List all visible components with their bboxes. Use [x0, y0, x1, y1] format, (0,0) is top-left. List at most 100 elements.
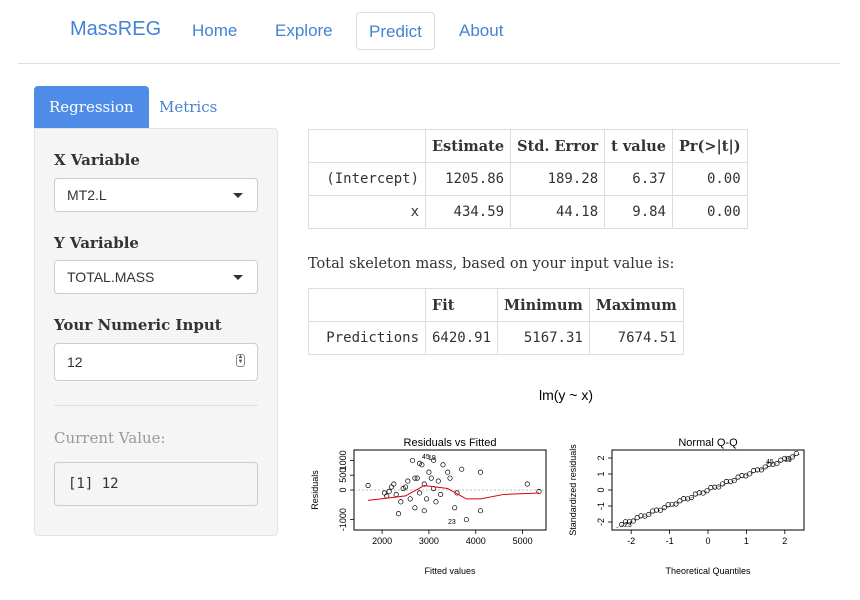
table-cell: 0.00	[671, 162, 748, 196]
sidebar-panel: X Variable MT2.L Y Variable TOTAL.MASS Y…	[34, 128, 278, 536]
y-tick-label: 0	[596, 487, 606, 492]
table-cell: 9.84	[604, 195, 673, 229]
nav-about[interactable]: About	[459, 21, 504, 40]
residual-point	[421, 508, 427, 514]
y-tick-label: 0	[338, 487, 348, 492]
qq-point	[665, 502, 671, 508]
tab-regression[interactable]: Regression	[34, 86, 149, 128]
predictions-table: Fit Minimum Maximum Predictions 6420.91 …	[308, 288, 684, 355]
table-cell: 434.59	[424, 195, 512, 229]
residuals-plot-title: Residuals vs Fitted	[404, 437, 497, 449]
qq-point	[638, 513, 644, 519]
residuals-x-label: Fitted values	[424, 566, 476, 576]
qq-point	[716, 484, 722, 490]
x-tick-label: 0	[705, 536, 710, 546]
numeric-input-label: Your Numeric Input	[54, 316, 222, 334]
residual-point	[426, 469, 432, 475]
qq-point	[731, 478, 737, 484]
nav-home[interactable]: Home	[192, 21, 238, 40]
qq-point	[719, 481, 726, 487]
residuals-plot: Residuals vs Fitted 2000 3000 4000 5000 -10…	[310, 437, 547, 576]
sidebar-divider	[54, 405, 258, 406]
x-tick-label: -2	[627, 536, 635, 546]
qq-point	[669, 501, 675, 508]
qq-point	[673, 501, 679, 507]
qq-point	[630, 518, 636, 524]
table-cell: 7674.51	[588, 321, 684, 355]
x-tick-label: 4000	[466, 536, 486, 546]
x-variable-select[interactable]: MT2.L	[54, 178, 258, 212]
residual-point	[433, 499, 439, 505]
residual-point	[438, 491, 444, 497]
nav-predict[interactable]: Predict	[356, 12, 435, 50]
plots-main-title: lm(y ~ x)	[539, 387, 593, 403]
brand-logo[interactable]: MassREG	[70, 18, 162, 40]
residual-point	[428, 475, 434, 481]
table-cell: 189.28	[510, 162, 606, 196]
residual-point	[417, 490, 423, 496]
qq-point	[622, 519, 629, 525]
qq-point	[747, 471, 753, 477]
y-tick-label: 1	[596, 471, 606, 476]
residual-point	[412, 475, 418, 481]
residuals-point-label: 19	[428, 455, 436, 462]
residuals-x-ticks: 2000 3000 4000 5000	[372, 530, 533, 546]
residual-point	[447, 475, 453, 481]
table-header-cell: Std. Error	[510, 129, 606, 163]
qq-point	[704, 488, 710, 494]
x-variable-value: MT2.L	[67, 187, 107, 203]
y-variable-select[interactable]: TOTAL.MASS	[54, 260, 258, 294]
residual-point	[395, 511, 402, 517]
residual-point	[409, 457, 416, 463]
table-cell: x	[308, 195, 426, 229]
table-cell: 6420.91	[424, 321, 499, 355]
table-header-cell: Estimate	[424, 129, 512, 163]
qq-point	[646, 511, 652, 518]
y-variable-value: TOTAL.MASS	[67, 269, 155, 285]
numeric-input-value: 12	[67, 354, 83, 370]
residual-point	[477, 469, 483, 475]
residual-point	[388, 484, 395, 490]
residual-point	[386, 488, 392, 495]
residuals-point-label: 23	[448, 519, 456, 526]
residual-point	[536, 488, 542, 495]
tab-metrics[interactable]: Metrics	[159, 98, 218, 116]
x-tick-label: 2	[782, 536, 787, 546]
residual-point	[398, 499, 404, 505]
y-tick-label: 2	[596, 455, 606, 460]
table-row: Predictions 6420.91 5167.31 7674.51	[308, 321, 684, 355]
table-header-cell	[308, 129, 426, 163]
table-header-row: Estimate Std. Error t value Pr(>|t|)	[308, 129, 748, 163]
numeric-input-field[interactable]: 12 ▲ ▼	[54, 343, 258, 381]
qq-x-label: Theoretical Quantiles	[665, 566, 751, 576]
qq-point	[661, 505, 667, 511]
x-tick-label: 5000	[513, 536, 533, 546]
x-tick-label: 3000	[419, 536, 439, 546]
table-header-cell: t value	[604, 129, 673, 163]
table-cell: Predictions	[308, 321, 426, 355]
qq-point	[751, 467, 757, 474]
nav-explore[interactable]: Explore	[275, 21, 333, 40]
residual-point	[421, 481, 427, 487]
qq-point	[657, 507, 663, 513]
spinner-arrows-icon[interactable]: ▲ ▼	[236, 354, 245, 367]
current-value-label: Current Value:	[54, 429, 166, 447]
qq-point	[634, 515, 640, 521]
residual-point	[424, 496, 430, 502]
residuals-smoother-line	[367, 485, 539, 501]
qq-point	[739, 473, 745, 479]
navbar-divider	[18, 63, 840, 64]
qq-point	[789, 454, 795, 460]
table-row: (Intercept) 1205.86 189.28 6.37 0.00	[308, 162, 748, 196]
residual-point	[435, 478, 441, 484]
qq-point	[766, 461, 772, 467]
y-tick-label: -2	[596, 518, 606, 526]
x-tick-label: 2000	[372, 536, 392, 546]
qq-point	[762, 464, 768, 470]
qq-point	[626, 519, 632, 525]
residual-point	[402, 484, 409, 490]
x-tick-label: 1	[744, 536, 749, 546]
qq-point	[774, 461, 780, 467]
table-header-cell	[308, 288, 426, 322]
